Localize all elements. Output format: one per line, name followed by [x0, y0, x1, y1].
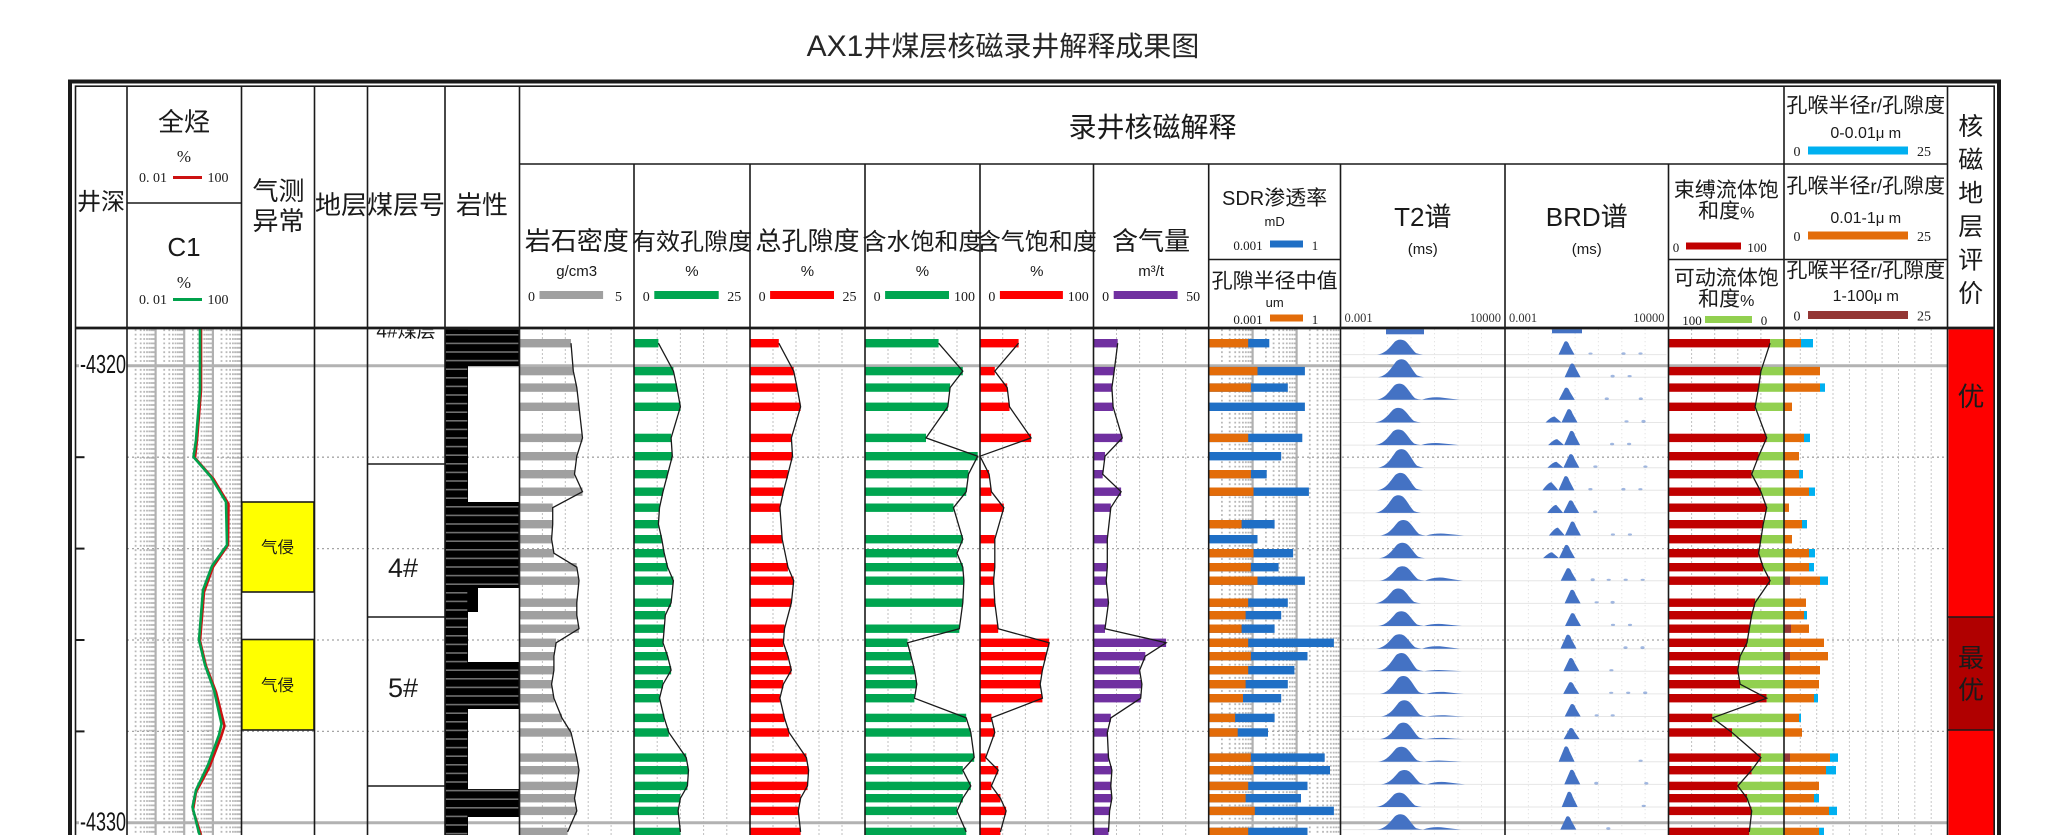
svg-text:0.001: 0.001: [1233, 238, 1262, 253]
svg-text:50: 50: [1186, 290, 1200, 305]
svg-text:mD: mD: [1265, 214, 1285, 229]
svg-text:0: 0: [643, 290, 650, 305]
svg-text:0: 0: [1673, 240, 1680, 255]
svg-text:μ m: μ m: [1876, 210, 1901, 227]
svg-text:m³/t: m³/t: [1138, 263, 1165, 280]
svg-text:0: 0: [1102, 290, 1109, 305]
svg-text:25: 25: [1917, 230, 1931, 245]
svg-text:%: %: [916, 263, 929, 280]
svg-text:-4320: -4320: [80, 349, 126, 379]
svg-text:100: 100: [208, 293, 229, 308]
svg-text:%: %: [1740, 205, 1754, 222]
svg-text:1: 1: [1312, 312, 1319, 327]
svg-text:100: 100: [954, 290, 975, 305]
svg-text:25: 25: [843, 290, 857, 305]
svg-text:100: 100: [208, 171, 229, 186]
svg-text:0: 0: [988, 290, 995, 305]
svg-text:T2: T2: [1394, 202, 1424, 232]
svg-text:μ m: μ m: [1876, 125, 1901, 142]
svg-text:25: 25: [727, 290, 741, 305]
svg-text:(ms): (ms): [1408, 241, 1438, 258]
svg-text:0: 0: [759, 290, 766, 305]
svg-text:0: 0: [1794, 145, 1801, 160]
svg-text:0.001: 0.001: [1345, 311, 1373, 325]
svg-text:BRD: BRD: [1546, 202, 1601, 232]
svg-text:25: 25: [1917, 310, 1931, 325]
svg-text:r/: r/: [1870, 262, 1882, 283]
svg-text:0. 01: 0. 01: [139, 171, 167, 186]
svg-text:100: 100: [1747, 240, 1767, 255]
svg-text:r/: r/: [1870, 97, 1882, 118]
svg-text:%: %: [1740, 293, 1754, 310]
svg-text:10000: 10000: [1470, 311, 1501, 325]
svg-text:4#: 4#: [376, 322, 398, 343]
svg-text:100: 100: [1068, 290, 1089, 305]
svg-text:g/cm3: g/cm3: [556, 263, 597, 280]
svg-text:0.01-1: 0.01-1: [1830, 210, 1875, 227]
svg-text:%: %: [177, 147, 191, 166]
svg-text:μ m: μ m: [1874, 288, 1899, 305]
svg-text:1: 1: [1312, 238, 1319, 253]
svg-text:0. 01: 0. 01: [139, 293, 167, 308]
svg-text:-4330: -4330: [80, 807, 126, 835]
svg-text:%: %: [177, 273, 191, 292]
svg-text:100: 100: [1682, 313, 1702, 328]
svg-text:AX1: AX1: [807, 30, 864, 63]
svg-text:r/: r/: [1870, 177, 1882, 198]
svg-text:C1: C1: [167, 232, 200, 262]
svg-text:25: 25: [1917, 145, 1931, 160]
svg-text:5#: 5#: [388, 673, 418, 703]
svg-text:um: um: [1266, 295, 1284, 310]
svg-text:%: %: [685, 263, 698, 280]
svg-text:(ms): (ms): [1572, 241, 1602, 258]
svg-text:0-0.01: 0-0.01: [1830, 125, 1875, 142]
svg-text:0: 0: [528, 290, 535, 305]
svg-text:%: %: [801, 263, 814, 280]
svg-text:0: 0: [1761, 313, 1768, 328]
svg-text:%: %: [1030, 263, 1043, 280]
svg-text:0: 0: [874, 290, 881, 305]
svg-text:SDR: SDR: [1222, 188, 1264, 210]
svg-text:0: 0: [1794, 310, 1801, 325]
svg-text:0.001: 0.001: [1509, 311, 1537, 325]
svg-text:1-100: 1-100: [1833, 288, 1874, 305]
svg-text:0: 0: [1794, 230, 1801, 245]
svg-text:5: 5: [615, 290, 622, 305]
svg-text:0.001: 0.001: [1233, 312, 1262, 327]
svg-text:4#: 4#: [388, 553, 418, 583]
svg-text:10000: 10000: [1633, 311, 1664, 325]
